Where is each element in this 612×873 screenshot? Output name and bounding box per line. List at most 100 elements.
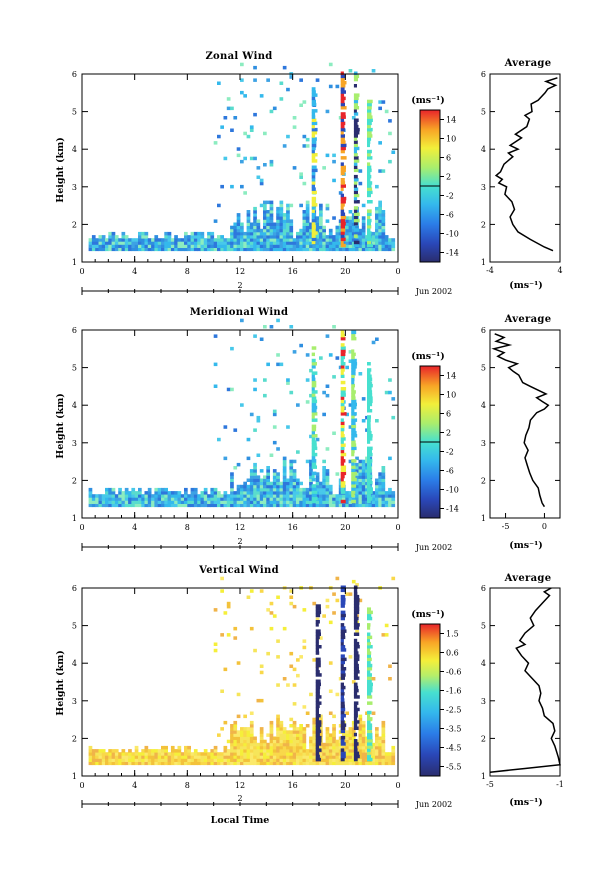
vertical-heat-cell	[282, 739, 287, 744]
zonal-heat-cell	[91, 247, 96, 252]
zonal-column-cell	[340, 124, 345, 129]
meridional-heat-cell	[305, 494, 310, 498]
zonal-heat-cell	[253, 216, 257, 220]
meridional-column-cell	[351, 474, 356, 479]
zonal-column-cell	[353, 71, 358, 75]
vertical-heat-cell	[240, 739, 244, 744]
vertical-heat-cell	[203, 761, 208, 766]
meridional-heat-cell	[332, 431, 336, 435]
zonal-heat-cell	[305, 231, 310, 236]
vertical-column-cell	[340, 698, 345, 702]
zonal-heat-cell	[269, 159, 274, 164]
meridional-heat-cell	[253, 466, 257, 470]
vertical-heat-cell	[289, 717, 294, 722]
zonal-heat-cell	[276, 235, 280, 239]
vertical-heat-cell	[249, 626, 254, 631]
zonal-heat-cell	[322, 166, 326, 170]
meridional-heat-cell	[263, 325, 267, 329]
meridional-heat-cell	[256, 478, 261, 482]
meridional-heat-cell	[302, 494, 307, 498]
vertical-heat-cell	[240, 742, 244, 747]
meridional-heat-cell	[190, 500, 195, 504]
meridional-heat-cell	[124, 494, 129, 498]
meridional-heat-cell	[355, 462, 359, 467]
zonal-heat-cell	[217, 244, 221, 248]
zonal-heat-cell	[381, 225, 386, 230]
zonal-heat-cell	[325, 206, 330, 211]
zonal-heat-cell	[197, 231, 201, 236]
meridional-heat-cell	[269, 500, 274, 504]
meridional-heat-cell	[348, 503, 353, 508]
zonal-heat-cell	[276, 222, 280, 226]
meridional-heat-cell	[348, 500, 353, 504]
vertical-heat-cell	[131, 761, 136, 766]
vertical-heat-cell	[124, 761, 129, 766]
zonal-avg-y-tick-label: 4	[481, 145, 486, 154]
vertical-column-cell	[353, 688, 359, 693]
vertical-heat-cell	[180, 758, 185, 762]
meridional-heat-cell	[365, 469, 369, 473]
zonal-heat-cell	[375, 247, 379, 252]
zonal-heat-cell	[131, 244, 136, 248]
vertical-heat-cell	[312, 720, 317, 725]
vertical-heat-cell	[259, 698, 264, 703]
meridional-heat-cell	[361, 472, 366, 476]
vertical-heat-cell	[161, 761, 165, 766]
vertical-heat-cell	[388, 664, 392, 668]
vertical-heat-cell	[289, 745, 294, 750]
zonal-heat-cell	[131, 238, 136, 242]
vertical-heat-cell	[226, 739, 231, 744]
vertical-y-tick-label: 2	[72, 734, 77, 743]
zonal-column-cell	[340, 99, 345, 104]
zonal-heat-cell	[118, 244, 122, 248]
zonal-heat-cell	[345, 222, 349, 226]
meridional-heat-cell	[253, 491, 257, 495]
vertical-column-cell	[315, 729, 322, 734]
meridional-column-cell	[311, 430, 315, 435]
vertical-heat-cell	[338, 758, 343, 762]
zonal-heat-cell	[276, 244, 280, 248]
meridional-column-cell	[351, 377, 355, 382]
meridional-heat-cell	[322, 497, 326, 501]
meridional-column-cell	[367, 465, 372, 469]
meridional-column-cell	[311, 427, 317, 432]
vertical-heat-cell	[282, 749, 287, 753]
zonal-heat-cell	[240, 78, 244, 82]
zonal-heat-cell	[388, 131, 392, 136]
meridional-heat-cell	[233, 500, 238, 504]
meridional-heat-cell	[253, 378, 257, 382]
meridional-y-tick-label: 3	[72, 439, 77, 448]
zonal-heat-cell	[174, 235, 178, 239]
vertical-heat-cell	[233, 733, 238, 737]
meridional-column-cell	[340, 343, 345, 347]
meridional-heat-cell	[164, 503, 168, 508]
vertical-heat-cell	[226, 761, 231, 766]
zonal-heat-cell	[108, 241, 112, 245]
vertical-column-cell	[353, 726, 359, 730]
meridional-heat-cell	[266, 362, 270, 367]
zonal-column-cell	[353, 174, 358, 179]
vertical-heat-cell	[351, 736, 356, 740]
zonal-heat-cell	[147, 244, 152, 248]
meridional-heat-cell	[299, 497, 303, 501]
vertical-heat-cell	[319, 714, 323, 719]
vertical-heat-cell	[332, 749, 336, 753]
vertical-heat-cell	[197, 752, 201, 756]
vertical-heat-cell	[358, 598, 363, 603]
vertical-column-cell	[340, 735, 346, 740]
meridional-heat-cell	[193, 494, 198, 498]
vertical-heat-cell	[358, 727, 363, 731]
vertical-avg-x-tick-label: -1	[556, 780, 564, 789]
zonal-heat-cell	[384, 109, 389, 114]
zonal-column-cell	[367, 218, 372, 223]
meridional-heat-cell	[289, 487, 294, 492]
vertical-heat-cell	[157, 758, 162, 762]
zonal-heat-cell	[299, 231, 303, 236]
vertical-heat-cell	[289, 664, 294, 668]
zonal-heat-cell	[263, 241, 267, 245]
meridional-heat-cell	[253, 462, 257, 467]
meridional-heat-cell	[375, 481, 379, 486]
meridional-heat-cell	[299, 503, 303, 508]
meridional-heat-cell	[213, 487, 218, 492]
vertical-heat-cell	[365, 761, 369, 766]
